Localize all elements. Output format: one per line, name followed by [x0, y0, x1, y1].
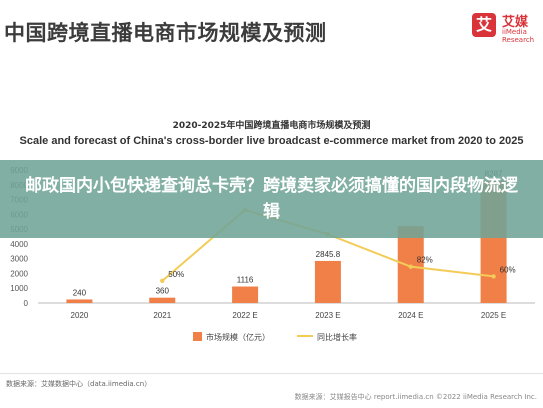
x-tick-label: 2023 E — [315, 311, 340, 320]
y-tick-label: 1000 — [10, 284, 28, 293]
y-tick-label: 3000 — [10, 255, 28, 264]
bar — [66, 299, 93, 303]
growth-point — [408, 264, 413, 269]
bar — [314, 260, 341, 303]
growth-label: 50% — [168, 270, 184, 279]
footer-divider — [0, 373, 543, 374]
bar — [232, 286, 259, 303]
x-tick-label: 2020 — [71, 311, 89, 320]
x-tick-label: 2022 E — [232, 311, 257, 320]
iimedia-logo-icon: 艾 — [472, 13, 496, 37]
x-tick-label: 2021 — [153, 311, 171, 320]
y-tick-label: 2000 — [10, 269, 28, 278]
growth-label: 60% — [500, 265, 516, 274]
y-tick-label: 4000 — [10, 240, 28, 249]
logo-name: 艾媒 — [502, 15, 529, 30]
bar-value-label: 2845.8 — [316, 250, 341, 259]
x-tick-label: 2025 E — [481, 311, 506, 320]
legend-bar-label: 市场规模（亿元） — [206, 332, 270, 342]
report-source: 数据来源：艾媒报告中心 report.iimedia.cn ©2022 iiMe… — [294, 393, 537, 401]
y-tick-label: 0 — [24, 299, 29, 308]
report-header: 中国跨境直播电商市场规模及预测 艾 艾媒 iiMedia Research — [0, 0, 543, 62]
bar-value-label: 240 — [73, 288, 87, 297]
page-title: 中国跨境直播电商市场规模及预测 — [4, 21, 327, 45]
growth-label: 82% — [417, 256, 433, 265]
legend-line-label: 同比增长率 — [317, 332, 357, 342]
bar-value-label: 360 — [156, 287, 170, 296]
footer: 数据来源：艾媒数据中心（data.iimedia.cn） 数据来源：艾媒报告中心… — [0, 365, 543, 408]
x-tick-label: 2024 E — [398, 311, 423, 320]
bar — [149, 297, 176, 303]
chart-subtitle: Scale and forecast of China's cross-bord… — [19, 135, 524, 147]
legend-bar-swatch — [193, 332, 202, 341]
growth-point — [160, 278, 165, 284]
logo-subtitle: iiMedia Research — [502, 28, 535, 44]
growth-point — [491, 274, 496, 279]
bar-value-label: 1116 — [237, 276, 254, 285]
article-headline[interactable]: 邮政国内小包快递查询总卡壳？跨境卖家必须搞懂的国内段物流逻辑 — [25, 176, 518, 222]
data-source: 数据来源：艾媒数据中心（data.iimedia.cn） — [6, 380, 152, 388]
article-headline-banner[interactable]: 邮政国内小包快递查询总卡壳？跨境卖家必须搞懂的国内段物流逻辑 — [0, 160, 543, 238]
chart-title: 2020-2025年中国跨境直播电商市场规模及预测 — [172, 121, 371, 131]
